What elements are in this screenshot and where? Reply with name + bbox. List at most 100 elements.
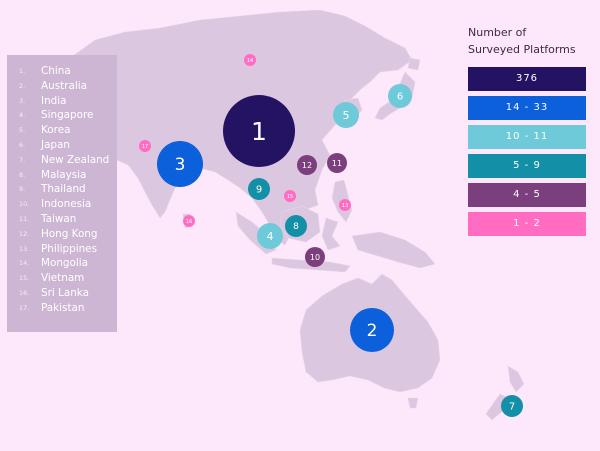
country-number: 5. [19, 126, 26, 135]
bubble-label: 6 [397, 92, 403, 103]
country-number: 14. [19, 259, 30, 268]
bubble-circle [248, 178, 270, 200]
marker-vietnam[interactable]: 15 [284, 190, 296, 202]
country-list-item: 13. Philippines [19, 242, 117, 257]
country-number: 9. [19, 185, 26, 194]
bubble-circle [297, 155, 317, 175]
country-list-item: 3. India [19, 94, 117, 109]
country-number: 8. [19, 170, 26, 179]
marker-taiwan[interactable]: 11 [327, 153, 347, 173]
bubble-label: 4 [267, 230, 274, 243]
bubble-circle [244, 54, 256, 66]
bubble-label: 1 [251, 117, 267, 146]
hokkaido-landmass [407, 57, 421, 71]
bubble-label: 15 [287, 194, 293, 200]
legend-item-4-5: 4 - 5 [468, 183, 586, 207]
country-name: Australia [41, 79, 87, 92]
legend: Number of Surveyed Platforms 376 14 - 33… [468, 24, 586, 241]
bubble-label: 3 [175, 155, 186, 175]
bubble-circle [333, 102, 359, 128]
country-number: 2. [19, 81, 26, 90]
country-list-item: 14. Mongolia [19, 256, 117, 271]
country-number: 11. [19, 214, 30, 223]
marker-indonesia[interactable]: 10 [305, 247, 325, 267]
bubble-label: 9 [256, 185, 262, 196]
country-list-item: 16. Sri Lanka [19, 286, 117, 301]
country-list: 1. China 2. Australia 3. India 4. Singapore … [19, 64, 117, 316]
legend-title-line: Number of [468, 26, 527, 39]
country-name: China [41, 65, 71, 77]
legend-items: 376 14 - 33 10 - 11 5 - 9 4 - 5 1 - 2 [468, 67, 586, 236]
marker-singapore[interactable]: 4 [257, 223, 283, 249]
country-name: Sri Lanka [41, 286, 90, 299]
bubble-circle [501, 395, 523, 417]
country-list-item: 11. Taiwan [19, 212, 117, 227]
country-list-item: 15. Vietnam [19, 271, 117, 286]
country-name: Korea [41, 124, 71, 137]
marker-philippines[interactable]: 13 [339, 199, 351, 211]
tasmania-landmass [407, 397, 419, 409]
country-number: 4. [19, 111, 26, 120]
marker-malaysia[interactable]: 8 [285, 215, 307, 237]
country-name: Mongolia [41, 257, 89, 270]
bubble-label: 12 [302, 161, 312, 170]
country-list-item: 8. Malaysia [19, 168, 117, 183]
bubble-circle [284, 190, 296, 202]
country-name: Japan [41, 138, 70, 151]
country-name: Hong Kong [41, 227, 98, 240]
country-name: Indonesia [41, 198, 92, 211]
marker-thailand[interactable]: 9 [248, 178, 270, 200]
country-number: 15. [19, 274, 30, 283]
country-list-item: 6. Japan [19, 138, 117, 153]
bubble-label: 14 [247, 58, 253, 64]
bubble-label: 2 [367, 321, 378, 341]
marker-japan[interactable]: 6 [388, 84, 412, 108]
bubble-circle [223, 95, 295, 167]
marker-china[interactable]: 1 [223, 95, 295, 167]
bubble-circle [157, 141, 203, 187]
country-name: Pakistan [41, 301, 85, 314]
bubble-label: 8 [293, 222, 299, 232]
country-number: 1. [19, 67, 26, 75]
bubble-circle [285, 215, 307, 237]
country-number: 13. [19, 244, 30, 253]
country-list-item: 10. Indonesia [19, 197, 117, 212]
country-list-item: 4. Singapore [19, 108, 117, 123]
country-number: 6. [19, 140, 26, 149]
country-name: Vietnam [41, 272, 85, 285]
bubble-label: 11 [332, 159, 342, 168]
legend-title-line: Surveyed Platforms [468, 43, 576, 56]
legend-item-376: 376 [468, 67, 586, 91]
bubble-label: 10 [310, 253, 320, 262]
legend-item-10-11: 10 - 11 [468, 125, 586, 149]
country-name: Taiwan [41, 212, 77, 225]
country-number: 12. [19, 229, 30, 238]
marker-korea[interactable]: 5 [333, 102, 359, 128]
country-list-panel: 1. China 2. Australia 3. India 4. Singapore … [7, 55, 117, 332]
country-list-item: 5. Korea [19, 123, 117, 138]
marker-australia[interactable]: 2 [350, 308, 394, 352]
new-zealand-north-landmass [507, 365, 525, 393]
marker-new-zealand[interactable]: 7 [501, 395, 523, 417]
marker-mongolia[interactable]: 14 [244, 54, 256, 66]
country-name: India [41, 94, 67, 107]
bubble-circle [257, 223, 283, 249]
bubble-circle [388, 84, 412, 108]
country-list-item: 9. Thailand [19, 182, 117, 197]
country-list-item: 17. Pakistan [19, 301, 117, 316]
marker-sri-lanka[interactable]: 16 [183, 215, 195, 227]
marker-india[interactable]: 3 [157, 141, 203, 187]
marker-pakistan[interactable]: 17 [139, 140, 151, 152]
bubble-label: 5 [343, 109, 350, 122]
marker-hong-kong[interactable]: 12 [297, 155, 317, 175]
country-list-item: 2. Australia [19, 79, 117, 94]
country-list-item: 12. Hong Kong [19, 227, 117, 242]
bubble-circle [350, 308, 394, 352]
country-number: 7. [19, 155, 26, 164]
sulawesi-landmass [321, 217, 341, 251]
bubble-label: 7 [509, 402, 515, 413]
country-list-item: 7. New Zealand [19, 153, 117, 168]
bubble-label: 17 [142, 144, 148, 150]
markers: 1 2 3 4 5 6 7 8 [139, 54, 523, 417]
